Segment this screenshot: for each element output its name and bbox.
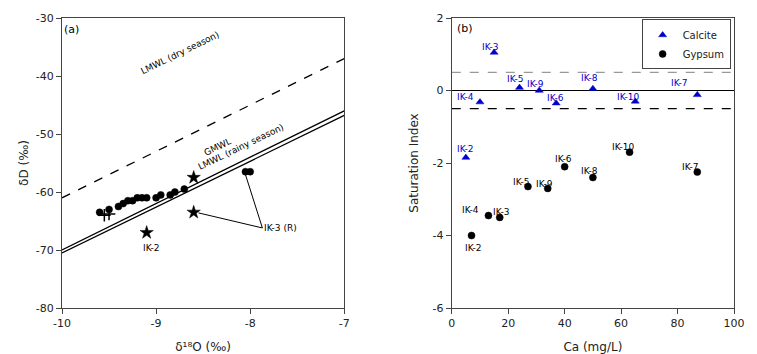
- svg-text:IK-6: IK-6: [547, 93, 564, 103]
- svg-text:IK-3: IK-3: [482, 42, 499, 52]
- svg-text:-4: -4: [433, 229, 444, 242]
- svg-text:IK-5: IK-5: [507, 74, 524, 84]
- svg-text:0: 0: [437, 84, 444, 97]
- svg-text:Ca (mg/L): Ca (mg/L): [563, 340, 622, 354]
- svg-text:IK-8: IK-8: [581, 166, 598, 176]
- svg-text:LMWL (dry season): LMWL (dry season): [139, 29, 220, 76]
- svg-text:Saturation Index: Saturation Index: [407, 113, 421, 212]
- svg-text:-6: -6: [433, 302, 444, 315]
- svg-text:IK-2: IK-2: [465, 243, 482, 253]
- svg-text:-70: -70: [36, 244, 54, 257]
- svg-text:IK-8: IK-8: [581, 73, 598, 83]
- svg-text:-30: -30: [36, 12, 54, 25]
- svg-text:δD (‰): δD (‰): [17, 140, 31, 186]
- svg-text:(a): (a): [64, 23, 79, 36]
- svg-text:80: 80: [671, 317, 685, 330]
- svg-text:Gypsum: Gypsum: [683, 49, 724, 60]
- svg-text:-40: -40: [36, 70, 54, 83]
- svg-text:-9: -9: [151, 317, 162, 330]
- svg-text:-80: -80: [36, 302, 54, 315]
- svg-text:IK-6: IK-6: [555, 154, 572, 164]
- svg-text:-50: -50: [36, 128, 54, 141]
- svg-text:IK-3 (R): IK-3 (R): [264, 223, 297, 233]
- svg-text:δ¹⁸O (‰): δ¹⁸O (‰): [175, 340, 231, 354]
- svg-text:IK-2: IK-2: [457, 144, 474, 154]
- svg-text:-7: -7: [339, 317, 350, 330]
- svg-text:40: 40: [558, 317, 572, 330]
- svg-text:IK-5: IK-5: [513, 177, 530, 187]
- svg-text:IK-10: IK-10: [617, 92, 640, 102]
- svg-text:0: 0: [448, 317, 455, 330]
- svg-text:IK-7: IK-7: [671, 78, 688, 88]
- svg-text:IK-10: IK-10: [612, 142, 635, 152]
- svg-text:100: 100: [724, 317, 745, 330]
- svg-text:60: 60: [614, 317, 628, 330]
- svg-text:-60: -60: [36, 186, 54, 199]
- svg-text:IK-4: IK-4: [462, 205, 479, 215]
- svg-text:Calcite: Calcite: [683, 30, 717, 41]
- svg-text:IK-2: IK-2: [143, 243, 160, 253]
- svg-text:-2: -2: [433, 157, 444, 170]
- svg-text:IK-9: IK-9: [527, 79, 544, 89]
- svg-text:LMWL (rainy season): LMWL (rainy season): [197, 122, 286, 172]
- svg-text:(b): (b): [457, 22, 473, 35]
- svg-text:IK-9: IK-9: [536, 179, 553, 189]
- svg-text:2: 2: [437, 12, 444, 25]
- svg-text:GMWL: GMWL: [202, 136, 232, 158]
- svg-text:IK-7: IK-7: [682, 162, 699, 172]
- svg-text:IK-3: IK-3: [493, 207, 510, 217]
- svg-text:20: 20: [501, 317, 515, 330]
- svg-text:-8: -8: [245, 317, 256, 330]
- svg-text:-10: -10: [53, 317, 71, 330]
- svg-text:IK-4: IK-4: [457, 92, 474, 102]
